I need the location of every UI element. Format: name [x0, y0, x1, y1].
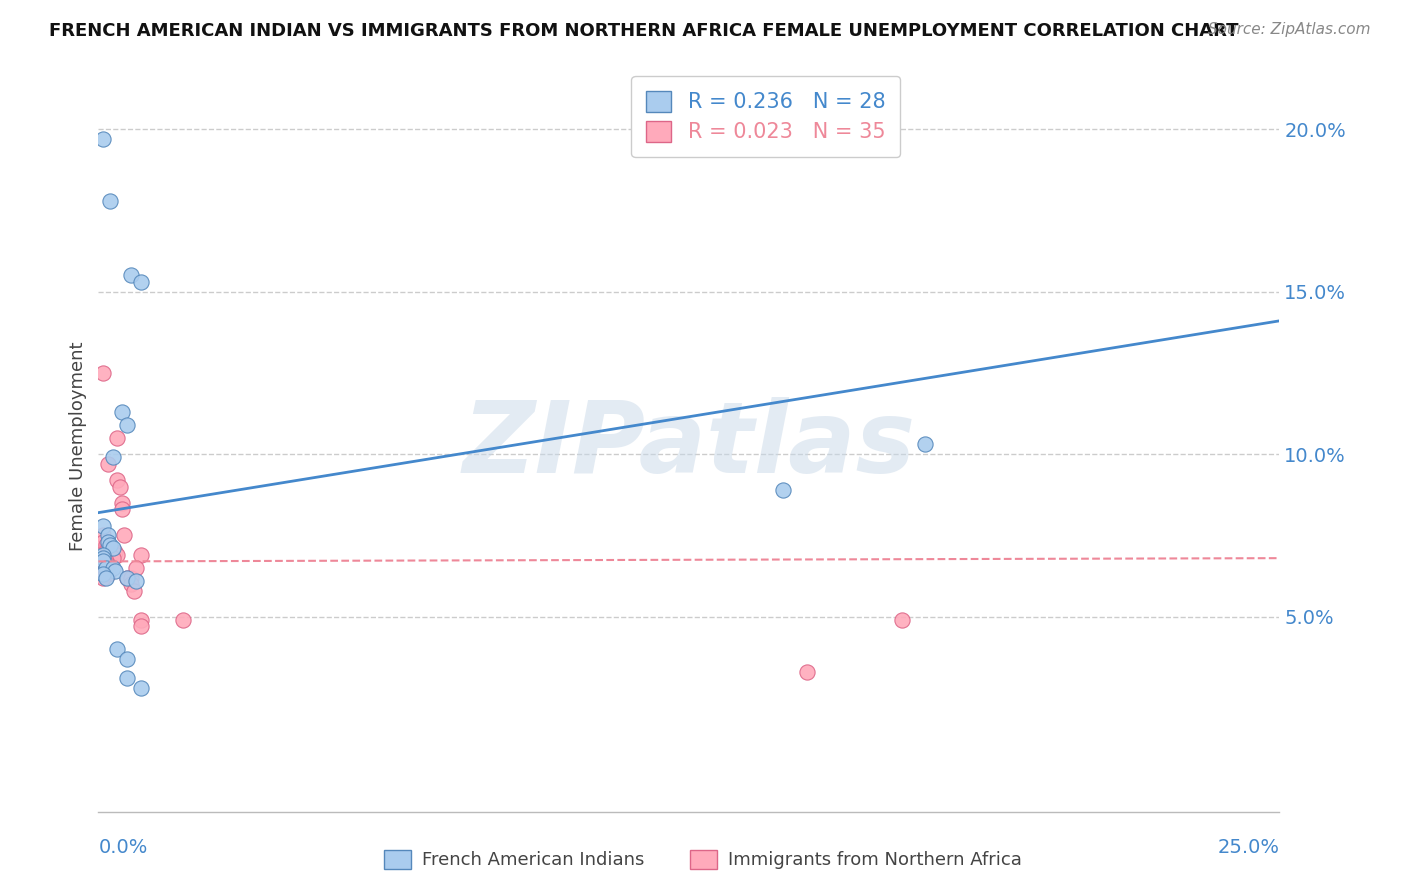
Point: [115, 417, 138, 432]
Point: [101, 551, 124, 566]
Point: [796, 665, 818, 679]
Point: [94, 571, 117, 585]
Point: [101, 544, 124, 558]
Point: [94, 564, 117, 578]
Legend: R = 0.236   N = 28, R = 0.023   N = 35: R = 0.236 N = 28, R = 0.023 N = 35: [631, 76, 900, 157]
Point: [98, 194, 121, 208]
Point: [121, 571, 143, 585]
Point: [105, 431, 128, 445]
Point: [105, 548, 128, 562]
Point: [91, 535, 114, 549]
Legend: French American Indians, Immigrants from Northern Africa: French American Indians, Immigrants from…: [375, 841, 1031, 879]
Point: [101, 450, 124, 465]
Point: [91, 561, 114, 575]
Point: [129, 613, 152, 627]
Point: [91, 554, 114, 568]
Point: [91, 567, 114, 582]
Point: [91, 554, 114, 568]
Point: [91, 132, 114, 146]
Text: 0.0%: 0.0%: [98, 838, 148, 856]
Point: [91, 551, 114, 566]
Point: [108, 480, 131, 494]
Point: [111, 502, 134, 516]
Point: [890, 613, 912, 627]
Point: [104, 544, 127, 558]
Point: [105, 642, 128, 657]
Point: [121, 268, 143, 283]
Point: [91, 518, 114, 533]
Point: [97, 457, 120, 471]
Point: [101, 561, 124, 575]
Point: [129, 548, 152, 562]
Point: [97, 541, 120, 556]
Point: [94, 561, 117, 575]
Point: [97, 535, 120, 549]
Point: [772, 483, 794, 497]
Point: [111, 496, 134, 510]
Point: [97, 558, 120, 572]
Point: [94, 538, 117, 552]
Text: FRENCH AMERICAN INDIAN VS IMMIGRANTS FROM NORTHERN AFRICA FEMALE UNEMPLOYMENT CO: FRENCH AMERICAN INDIAN VS IMMIGRANTS FRO…: [49, 22, 1239, 40]
Point: [104, 564, 127, 578]
Point: [129, 619, 152, 633]
Point: [112, 528, 135, 542]
Point: [105, 473, 128, 487]
Point: [91, 548, 114, 562]
Point: [91, 528, 114, 542]
Point: [111, 405, 134, 419]
Point: [91, 366, 114, 380]
Point: [94, 554, 117, 568]
Point: [97, 538, 120, 552]
Point: [121, 577, 143, 591]
Point: [129, 275, 152, 289]
Point: [125, 574, 148, 588]
Y-axis label: Female Unemployment: Female Unemployment: [69, 342, 87, 550]
Point: [914, 437, 936, 451]
Point: [97, 528, 120, 542]
Point: [91, 571, 114, 585]
Text: ZIPatlas: ZIPatlas: [463, 398, 915, 494]
Point: [115, 571, 138, 585]
Point: [122, 583, 145, 598]
Point: [115, 571, 138, 585]
Point: [115, 652, 138, 666]
Text: Source: ZipAtlas.com: Source: ZipAtlas.com: [1208, 22, 1371, 37]
Point: [101, 541, 124, 556]
Point: [125, 561, 148, 575]
Point: [129, 681, 152, 696]
Point: [97, 567, 120, 582]
Point: [172, 613, 194, 627]
Point: [115, 672, 138, 686]
Point: [98, 538, 121, 552]
Text: 25.0%: 25.0%: [1218, 838, 1279, 856]
